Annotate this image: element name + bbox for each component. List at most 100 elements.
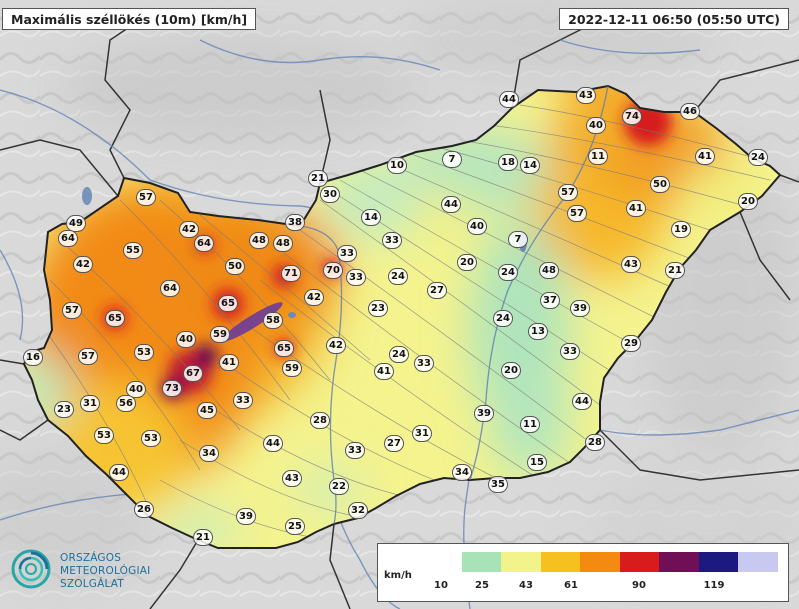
station-gust-value: 24: [493, 310, 513, 327]
station-gust-value: 64: [160, 280, 180, 297]
legend-tick-label: 90: [632, 580, 646, 591]
station-gust-value: 33: [233, 392, 253, 409]
station-gust-value: 43: [282, 470, 302, 487]
station-gust-value: 23: [368, 300, 388, 317]
station-gust-value: 44: [263, 435, 283, 452]
station-gust-value: 59: [282, 360, 302, 377]
station-gust-value: 44: [499, 91, 519, 108]
station-gust-value: 34: [199, 445, 219, 462]
station-gust-value: 41: [695, 148, 715, 165]
station-gust-value: 64: [194, 235, 214, 252]
logo-line: SZOLGÁLAT: [60, 578, 124, 590]
station-gust-value: 39: [570, 300, 590, 317]
color-legend: km/h 10 25 43 61 90 119: [377, 543, 789, 602]
legend-tick-label: 61: [564, 580, 578, 591]
station-gust-value: 48: [273, 235, 293, 252]
station-gust-value: 50: [650, 176, 670, 193]
legend-color-swatch: [501, 552, 542, 572]
station-gust-value: 21: [193, 529, 213, 546]
station-gust-value: 33: [346, 269, 366, 286]
station-gust-value: 28: [585, 434, 605, 451]
station-gust-value: 21: [665, 262, 685, 279]
station-gust-value: 53: [134, 344, 154, 361]
omsz-logo: ORSZÁGOS METEOROLÓGIAI SZOLGÁLAT: [10, 548, 200, 598]
station-gust-value: 41: [626, 200, 646, 217]
station-gust-value: 24: [748, 149, 768, 166]
station-gust-value: 46: [680, 103, 700, 120]
legend-unit: km/h: [384, 570, 412, 581]
station-gust-value: 64: [58, 230, 78, 247]
station-gust-value: 33: [414, 355, 434, 372]
station-gust-value: 33: [560, 343, 580, 360]
legend-color-swatch: [698, 552, 739, 572]
station-gust-value: 44: [572, 393, 592, 410]
station-gust-value: 28: [310, 412, 330, 429]
station-gust-value: 35: [488, 476, 508, 493]
station-gust-value: 7: [442, 151, 462, 168]
station-gust-value: 74: [622, 108, 642, 125]
station-gust-value: 10: [387, 157, 407, 174]
station-gust-value: 32: [348, 502, 368, 519]
station-gust-value: 43: [621, 256, 641, 273]
legend-tick-label: 43: [519, 580, 533, 591]
station-gust-value: 33: [337, 245, 357, 262]
station-gust-value: 57: [136, 189, 156, 206]
station-gust-value: 31: [412, 425, 432, 442]
station-gust-value: 65: [218, 295, 238, 312]
station-gust-value: 65: [274, 340, 294, 357]
legend-color-swatch: [461, 552, 502, 572]
station-gust-value: 16: [23, 349, 43, 366]
station-gust-value: 53: [94, 427, 114, 444]
omsz-logo-text: ORSZÁGOS METEOROLÓGIAI SZOLGÁLAT: [60, 552, 150, 591]
map-title: Maximális széllökés (10m) [km/h]: [2, 8, 257, 30]
station-gust-value: 25: [285, 518, 305, 535]
station-gust-value: 42: [73, 256, 93, 273]
map-timestamp: 2022-12-11 06:50 (05:50 UTC): [559, 8, 789, 30]
station-gust-value: 34: [452, 464, 472, 481]
station-gust-value: 57: [567, 205, 587, 222]
station-gust-value: 48: [249, 232, 269, 249]
station-gust-value: 70: [323, 262, 343, 279]
station-gust-value: 65: [105, 310, 125, 327]
station-gust-value: 33: [345, 442, 365, 459]
station-gust-value: 14: [361, 209, 381, 226]
station-gust-value: 7: [508, 231, 528, 248]
station-gust-value: 18: [498, 154, 518, 171]
legend-tick-label: 25: [475, 580, 489, 591]
station-gust-value: 11: [588, 148, 608, 165]
station-gust-value: 41: [374, 363, 394, 380]
station-gust-value: 21: [308, 170, 328, 187]
hungary-border: [22, 84, 782, 549]
station-gust-value: 31: [80, 395, 100, 412]
station-gust-value: 40: [126, 381, 146, 398]
station-gust-value: 39: [474, 405, 494, 422]
legend-color-swatch: [422, 552, 463, 572]
station-gust-value: 11: [520, 416, 540, 433]
lake-velence: [288, 312, 296, 318]
station-gust-value: 22: [329, 478, 349, 495]
legend-color-swatch: [738, 552, 779, 572]
station-gust-value: 67: [183, 365, 203, 382]
station-gust-value: 27: [427, 282, 447, 299]
station-gust-value: 44: [441, 196, 461, 213]
station-gust-value: 20: [738, 193, 758, 210]
legend-color-swatch: [580, 552, 621, 572]
station-gust-value: 30: [320, 186, 340, 203]
station-gust-value: 42: [179, 221, 199, 238]
legend-color-swatch: [659, 552, 700, 572]
station-gust-value: 27: [384, 435, 404, 452]
station-gust-value: 44: [109, 464, 129, 481]
station-gust-value: 50: [225, 258, 245, 275]
station-gust-value: 40: [176, 331, 196, 348]
station-gust-value: 37: [540, 292, 560, 309]
station-gust-value: 71: [281, 265, 301, 282]
station-gust-value: 20: [501, 362, 521, 379]
station-gust-value: 20: [457, 254, 477, 271]
station-gust-value: 23: [54, 401, 74, 418]
station-gust-value: 38: [285, 214, 305, 231]
station-gust-value: 57: [78, 348, 98, 365]
station-gust-value: 41: [219, 354, 239, 371]
station-gust-value: 24: [389, 346, 409, 363]
station-gust-value: 40: [586, 117, 606, 134]
